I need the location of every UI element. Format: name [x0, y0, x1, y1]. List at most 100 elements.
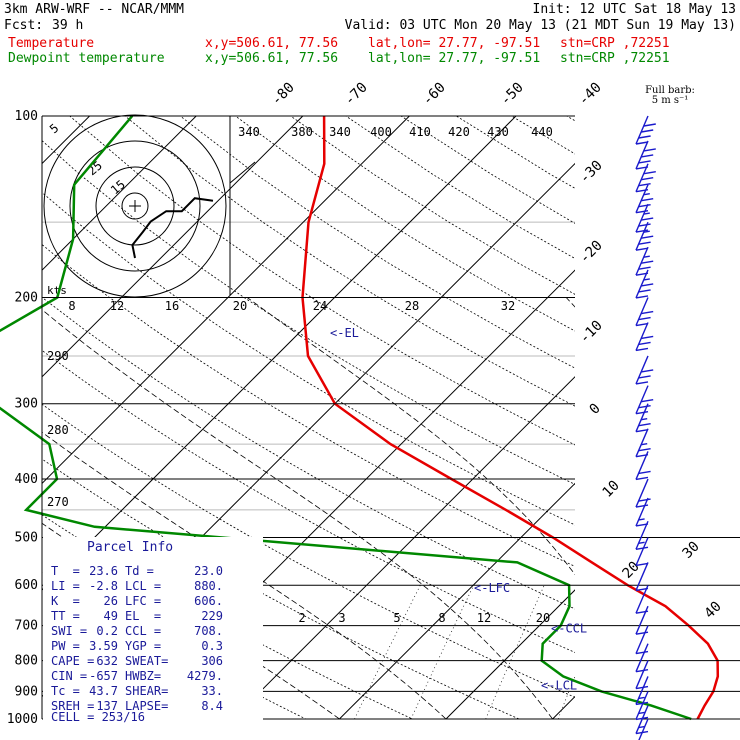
temperature-latlon: lat,lon= 27.77, -97.51 — [368, 36, 541, 51]
pressure-label-100: 100 — [15, 109, 38, 124]
wind-barb-flag — [638, 135, 651, 139]
mixing-ratio-line — [354, 585, 421, 719]
wind-barb — [635, 140, 656, 170]
hodograph-ring — [69, 140, 201, 272]
wind-barb-staff — [635, 562, 649, 591]
theta-label: 430 — [487, 125, 509, 139]
wind-barb-flag — [635, 504, 649, 508]
dry-adiabat — [566, 116, 575, 122]
parcel-info-l2: CCL = — [125, 624, 162, 638]
wind-barb — [635, 297, 654, 327]
init-time: Init: 12 UTC Sat 18 May 13 — [532, 2, 737, 17]
parcel-info-l1: CIN = — [51, 669, 88, 683]
hodograph-scale-label: 28 — [405, 299, 419, 313]
wind-barb-flag — [635, 546, 649, 550]
parcel-info-v1: 3.59 — [89, 639, 118, 653]
wind-barb-flag — [638, 423, 651, 427]
isotherm-label: -50 — [498, 80, 527, 109]
pressure-label-700: 700 — [15, 619, 38, 634]
mixing-ratio-label: 8 — [438, 611, 445, 625]
valid-time: Valid: 03 UTC Mon 20 May 13 (21 MDT Sun … — [344, 18, 736, 33]
wind-barb-flag — [635, 701, 649, 706]
parcel-info-l2: SWEAT= — [125, 654, 169, 668]
isotherm-label: -30 — [577, 158, 606, 187]
isotherm-label: -80 — [269, 80, 298, 109]
hodograph-ring-label: 5 — [47, 121, 62, 136]
wind-barb-flag — [638, 316, 651, 321]
isotherm-label: -20 — [577, 238, 606, 267]
wind-barb-flag — [638, 266, 651, 270]
isotherm-label: 30 — [680, 539, 703, 562]
wind-barb — [635, 163, 656, 193]
wind-barb-flag — [635, 247, 649, 251]
wind-barb-staff — [635, 660, 649, 689]
parcel-info-v2: 708. — [194, 624, 223, 638]
wind-barb — [638, 718, 649, 740]
isotherm-label: -70 — [342, 80, 371, 109]
parcel-info-l2: LAPSE= — [125, 699, 169, 713]
theta-label: 400 — [370, 125, 392, 139]
mixing-ratio-line — [410, 585, 475, 719]
wind-barb-flag — [638, 223, 651, 227]
parcel-info-l2: YGP = — [125, 639, 162, 653]
wind-barb-half — [641, 418, 648, 421]
wind-barb-flag — [643, 148, 656, 152]
parcel-info-v1: 49 — [103, 609, 118, 623]
barb-legend: Full barb: 5 m s⁻¹ — [640, 86, 700, 106]
barb-legend-line2: 5 m s⁻¹ — [651, 95, 689, 106]
parcel-info-l2: LFC = — [125, 594, 162, 608]
wind-barb-flag — [635, 685, 649, 690]
forecast-hour: 39 h — [52, 18, 84, 33]
wind-barb-half — [643, 278, 650, 281]
theta-e-label: 270 — [47, 495, 69, 509]
wind-barb — [635, 428, 651, 458]
wind-barb — [635, 403, 651, 433]
parcel-info-v1: 0.2 — [96, 624, 118, 638]
wind-barb-flag — [635, 141, 649, 145]
isotherm-label: 20 — [620, 559, 643, 582]
wind-barb-flag — [638, 447, 651, 452]
wind-barb-flag — [643, 171, 656, 175]
wind-barb-staff — [635, 643, 649, 672]
temperature-xy: x,y=506.61, 77.56 — [205, 36, 339, 51]
wind-barb-flag — [638, 404, 651, 409]
hodograph-scale-label: 12 — [110, 299, 124, 313]
hodograph-scale-label: 20 — [233, 299, 247, 313]
dry-adiabat — [42, 296, 575, 610]
hodograph-ring-label: 15 — [108, 177, 128, 197]
parcel-info-v2: 306 — [201, 654, 223, 668]
wind-barb-flag — [635, 650, 649, 655]
wind-barb-staff — [635, 428, 649, 457]
parcel-info-v2: 33. — [201, 684, 223, 698]
moist-adiabat — [42, 431, 447, 719]
parcel-info-l2: Td = — [125, 564, 154, 578]
wind-barb — [635, 221, 654, 251]
wind-barb-flag — [638, 160, 651, 164]
moist-adiabat — [42, 309, 553, 719]
model-title: 3km ARW-WRF -- NCAR/MMM — [4, 2, 185, 17]
parcel-info-l1: SWI = — [51, 624, 88, 638]
mixing-ratio-label: 2 — [298, 611, 305, 625]
temperature-profile — [301, 115, 720, 720]
wind-barb-half — [643, 193, 650, 196]
wind-barb-flag — [641, 260, 654, 264]
wind-barb-half — [638, 696, 645, 700]
parcel-info-l1: PW = — [51, 639, 80, 653]
wind-barb-flag — [635, 347, 649, 352]
parcel-info-l1: TT = — [51, 609, 80, 623]
wind-barb-staff — [635, 140, 649, 170]
forecast-label: Fcst: — [4, 18, 44, 33]
wind-barb-staff — [635, 537, 649, 566]
isotherm — [659, 116, 740, 719]
wind-barb — [635, 537, 649, 567]
wind-barb-flag — [635, 322, 649, 327]
wind-barb-half — [641, 442, 648, 446]
parcel-info-l2: SHEAR= — [125, 684, 169, 698]
wind-barb-staff — [635, 184, 649, 213]
theta-label: 420 — [448, 125, 470, 139]
hodograph-scale-label: 24 — [313, 299, 327, 313]
wind-barb — [635, 676, 649, 706]
cell-motion: CELL = 253/16 — [51, 710, 145, 724]
wind-barb-flag — [643, 123, 656, 127]
